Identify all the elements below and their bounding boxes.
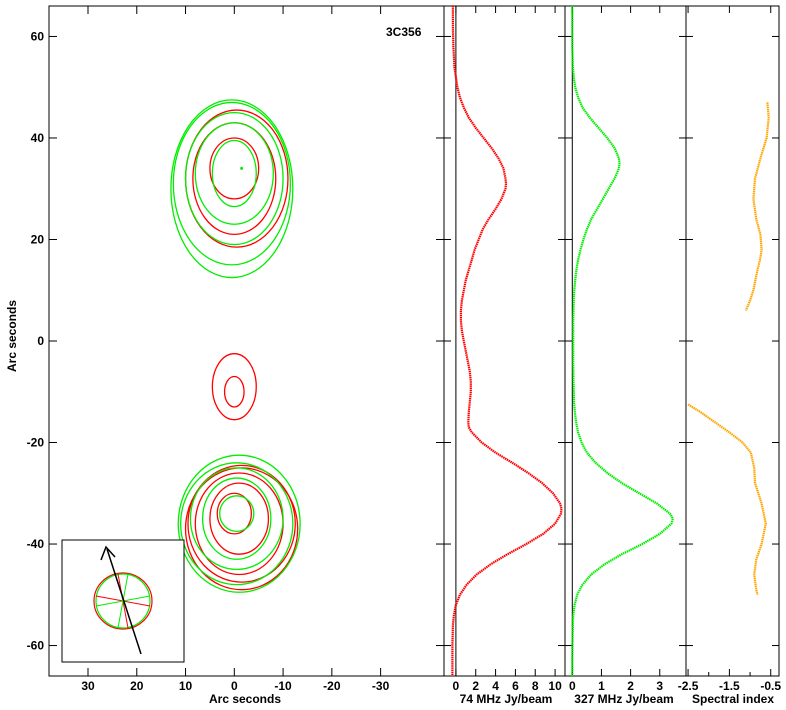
profile-curve-0 <box>571 6 675 676</box>
contour-green-4 <box>170 99 294 279</box>
x-tick-label: 30 <box>81 679 95 693</box>
y-tick-label: -40 <box>27 537 45 551</box>
contour-red-5 <box>216 492 253 535</box>
x-tick-label: 1 <box>598 679 605 693</box>
x-tick-label: 10 <box>179 679 193 693</box>
contour-green-8 <box>180 462 294 586</box>
profile-curve-0 <box>451 6 563 676</box>
x-tick-label: -1.5 <box>719 679 740 693</box>
x-axis-title-74mhz: 74 MHz Jy/beam <box>460 692 553 706</box>
map-axes: 30 20 10 0 -10 -20 -30 60 40 20 0 -20 -40 -60 <box>27 6 444 693</box>
x-tick-label: 2 <box>472 679 479 693</box>
y-tick-label: 20 <box>31 232 45 246</box>
contour-green-6 <box>201 477 272 560</box>
x-tick-label: 8 <box>532 679 539 693</box>
beam-ellipse-74mhz <box>93 572 153 630</box>
beam-inset <box>61 539 185 663</box>
contour-green-0 <box>211 139 257 208</box>
contour-red-0 <box>209 137 260 200</box>
profile-curve-1 <box>687 403 767 596</box>
x-axis-title-327mhz: 327 MHz Jy/beam <box>574 692 673 706</box>
contour-green-7 <box>189 467 284 571</box>
x-tick-label: 20 <box>130 679 144 693</box>
x-tick-label: 3 <box>656 679 663 693</box>
x-tick-label: -20 <box>323 679 341 693</box>
beam-ellipse-327mhz <box>95 573 151 629</box>
x-tick-label: -10 <box>274 679 292 693</box>
contour-lines <box>170 99 301 593</box>
x-tick-label: 4 <box>492 679 499 693</box>
y-tick-label: 60 <box>31 29 45 43</box>
contour-green-9 <box>177 454 301 593</box>
x-axis-title-spectral-index: Spectral index <box>692 692 774 706</box>
contour-red-6 <box>209 482 270 555</box>
y-tick-label: 40 <box>31 131 45 145</box>
x-tick-label: 6 <box>512 679 519 693</box>
profile-curve-0 <box>744 102 770 311</box>
x-tick-label: -30 <box>372 679 390 693</box>
profile-74mhz-panel: 0 2 4 6 8 10 <box>443 5 566 693</box>
x-tick-label: 2 <box>627 679 634 693</box>
contour-red-4 <box>211 353 257 421</box>
direction-arrow-shaft <box>106 548 142 655</box>
contour-green-1 <box>194 122 274 225</box>
profile-327mhz-panel: 0 1 2 3 <box>564 5 687 693</box>
contour-green-3 <box>172 101 292 266</box>
spectral-index-panel: -2.5 -1.5 -0.5 <box>678 5 781 693</box>
contour-red-8 <box>187 464 296 583</box>
peak-marker <box>240 166 244 170</box>
x-tick-label: 0 <box>569 679 576 693</box>
y-axis-title: Arc seconds <box>5 300 19 372</box>
y-tick-label: -60 <box>27 639 45 653</box>
x-tick-label: 0 <box>453 679 460 693</box>
y-tick-label: 0 <box>37 334 44 348</box>
y-tick-label: -20 <box>27 436 45 450</box>
x-tick-label: 10 <box>548 679 562 693</box>
contour-green-2 <box>184 111 284 246</box>
x-tick-label: -2.5 <box>678 679 699 693</box>
plot-title: 3C356 <box>386 25 422 39</box>
x-axis-title: Arc seconds <box>209 692 281 706</box>
direction-arrow-head <box>100 545 116 561</box>
contour-red-3 <box>223 375 245 408</box>
x-tick-label: -0.5 <box>760 679 781 693</box>
beam-axis-green-2 <box>117 573 129 629</box>
contour-green-5 <box>219 495 255 532</box>
x-tick-label: 0 <box>231 679 238 693</box>
